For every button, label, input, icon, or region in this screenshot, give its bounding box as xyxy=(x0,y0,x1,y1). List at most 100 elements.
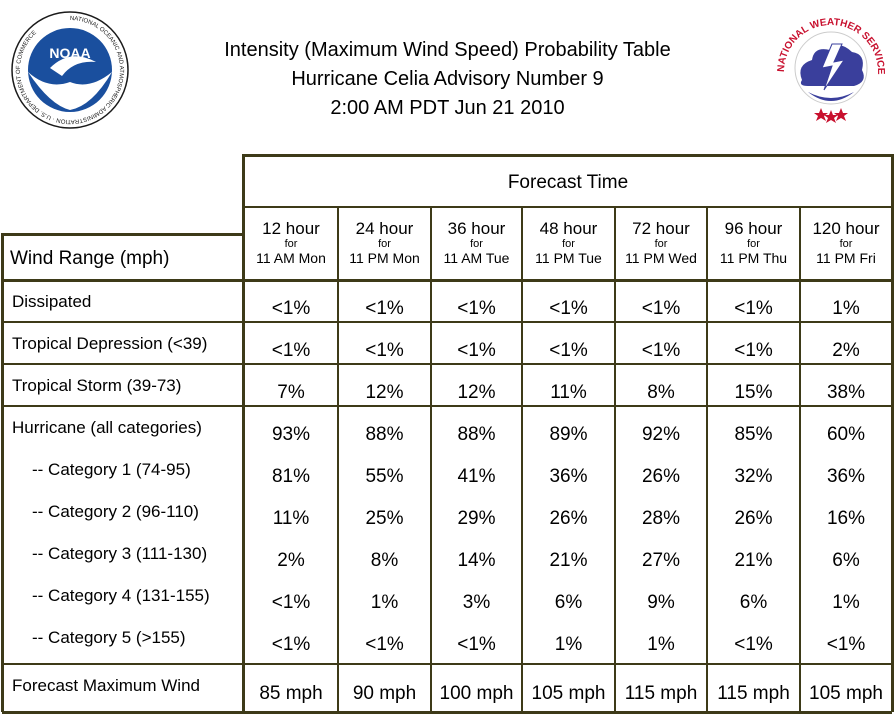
row-label: -- Category 1 (74-95) xyxy=(32,460,191,479)
table-cell: <1% xyxy=(549,340,588,361)
table-cell: <1% xyxy=(271,634,311,655)
table-cell: 93% xyxy=(271,424,311,445)
table-cell: 12% xyxy=(457,382,496,403)
table-cell: 9% xyxy=(647,592,675,613)
column-for: for xyxy=(284,238,298,250)
table-cell: 7% xyxy=(277,382,305,403)
column-time: 11 AM Mon xyxy=(256,250,326,266)
table-cell: 105 mph xyxy=(809,683,883,704)
table-cell: 6% xyxy=(739,592,768,613)
title-line-2: Hurricane Celia Advisory Number 9 xyxy=(291,68,604,90)
column-for: for xyxy=(747,238,760,250)
page-title: Intensity (Maximum Wind Speed) Probabili… xyxy=(150,36,745,123)
table-cell: 89% xyxy=(549,424,588,445)
column-divider xyxy=(614,206,616,712)
table-cell: 29% xyxy=(457,508,496,529)
table-cell: <1% xyxy=(365,298,404,319)
table-cell: 115 mph xyxy=(717,683,790,704)
header-border-bottom xyxy=(2,279,892,282)
table-cell: 3% xyxy=(462,592,491,613)
table-cell: 100 mph xyxy=(439,683,514,704)
table-border-top xyxy=(242,154,894,157)
row-label: Dissipated xyxy=(12,292,92,311)
row-label: -- Category 2 (96-110) xyxy=(32,502,199,521)
table-cell: 14% xyxy=(457,550,496,571)
table-cell: 90 mph xyxy=(352,683,417,704)
row-label: Tropical Depression (<39) xyxy=(12,334,208,353)
forecast-time-divider xyxy=(244,206,892,208)
row-label: Tropical Storm (39-73) xyxy=(12,376,182,395)
table-cell: <1% xyxy=(826,634,866,655)
table-cell: 36% xyxy=(549,466,588,487)
table-cell: 27% xyxy=(641,550,681,571)
column-header: 24 hour for 11 PM Mon xyxy=(338,219,431,267)
column-time: 11 PM Wed xyxy=(625,250,697,266)
row-label: Hurricane (all categories) xyxy=(12,418,202,437)
column-for: for xyxy=(562,238,575,250)
column-header: 36 hour for 11 AM Tue xyxy=(431,219,522,267)
column-for: for xyxy=(654,238,668,250)
table-border-left-values xyxy=(242,156,245,712)
column-time: 11 PM Mon xyxy=(349,250,420,266)
table-cell: 81% xyxy=(271,466,311,487)
table-cell: 16% xyxy=(826,508,866,529)
column-hours: 48 hour xyxy=(539,219,598,238)
table-cell: 92% xyxy=(641,424,681,445)
row-divider xyxy=(2,405,892,407)
table-cell: <1% xyxy=(365,634,404,655)
table-cell: 28% xyxy=(641,508,681,529)
column-time: 11 PM Thu xyxy=(719,250,788,266)
table-cell: 115 mph xyxy=(624,683,698,704)
column-for: for xyxy=(378,238,391,250)
column-divider xyxy=(337,206,339,712)
row-divider xyxy=(2,663,892,665)
table-cell: 55% xyxy=(365,466,404,487)
label-header-border-top xyxy=(1,233,245,236)
table-cell: 1% xyxy=(647,634,675,655)
row-divider xyxy=(2,363,892,365)
table-cell: <1% xyxy=(734,634,773,655)
column-header: 96 hour for 11 PM Thu xyxy=(707,219,800,267)
table-cell: 1% xyxy=(554,634,583,655)
table-cell: 88% xyxy=(457,424,496,445)
table-cell: 8% xyxy=(647,382,675,403)
table-cell: <1% xyxy=(734,340,773,361)
table-cell: 1% xyxy=(832,298,860,319)
table-cell: 26% xyxy=(641,466,681,487)
table-cell: 85 mph xyxy=(259,683,323,704)
table-cell: 6% xyxy=(832,550,860,571)
table-cell: <1% xyxy=(271,340,311,361)
table-cell: 12% xyxy=(365,382,404,403)
table-cell: <1% xyxy=(457,340,496,361)
row-label: -- Category 4 (131-155) xyxy=(32,586,210,605)
table-cell: <1% xyxy=(271,592,311,613)
title-line-3: 2:00 AM PDT Jun 21 2010 xyxy=(330,97,565,119)
column-for: for xyxy=(839,238,853,250)
table-border-bottom xyxy=(2,711,892,714)
table-cell: <1% xyxy=(271,298,311,319)
table-cell: 2% xyxy=(277,550,305,571)
table-cell: <1% xyxy=(641,298,681,319)
table-cell: 25% xyxy=(365,508,404,529)
column-time: 11 PM Tue xyxy=(535,250,602,266)
column-header: 48 hour for 11 PM Tue xyxy=(522,219,615,267)
table-cell: 2% xyxy=(832,340,860,361)
table-cell: <1% xyxy=(457,634,496,655)
column-for: for xyxy=(470,238,483,250)
column-hours: 120 hour xyxy=(812,219,880,238)
column-divider xyxy=(430,206,432,712)
row-label: Forecast Maximum Wind xyxy=(12,676,200,695)
column-divider xyxy=(799,206,801,712)
table-cell: 11% xyxy=(550,382,587,403)
table-cell: 26% xyxy=(549,508,588,529)
table-cell: 41% xyxy=(457,466,496,487)
table-cell: 32% xyxy=(734,466,773,487)
table-cell: 21% xyxy=(549,550,588,571)
table-cell: 6% xyxy=(554,592,583,613)
wind-range-header: Wind Range (mph) xyxy=(10,248,170,269)
table-cell: 38% xyxy=(826,382,866,403)
table-cell: 8% xyxy=(370,550,399,571)
column-divider xyxy=(521,206,523,712)
column-header: 12 hour for 11 AM Mon xyxy=(244,219,338,267)
table-cell: <1% xyxy=(734,298,773,319)
